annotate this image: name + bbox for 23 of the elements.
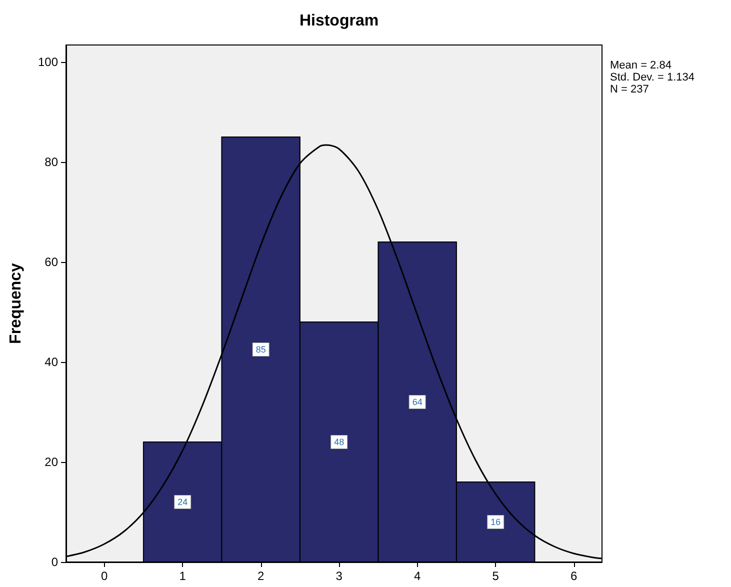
x-tick-label: 2: [257, 569, 264, 583]
data-label: 16: [490, 517, 501, 527]
x-tick-label: 4: [414, 569, 421, 583]
chart-title: Histogram: [299, 12, 379, 30]
y-tick-label: 20: [44, 455, 58, 469]
y-tick-label: 60: [44, 255, 58, 269]
y-tick-label: 100: [38, 55, 58, 69]
y-tick-label: 80: [44, 155, 58, 169]
text: Mean = 2.84: [610, 60, 672, 72]
data-label: 48: [334, 437, 344, 447]
x-tick-label: 3: [336, 569, 343, 583]
x-tick-label: 0: [101, 569, 108, 583]
y-axis-title: Frequency: [8, 262, 24, 344]
x-tick-label: 5: [492, 569, 500, 583]
y-tick-label: 0: [51, 555, 58, 569]
data-label: 85: [256, 344, 266, 354]
x-tick-label: 6: [570, 569, 578, 583]
text: Std. Dev. = 1.134: [610, 72, 694, 84]
data-label: 64: [412, 397, 422, 407]
text: N = 237: [610, 84, 649, 96]
x-tick-label: 1: [179, 569, 186, 583]
data-label: 24: [178, 497, 188, 507]
y-tick-label: 40: [44, 355, 58, 369]
